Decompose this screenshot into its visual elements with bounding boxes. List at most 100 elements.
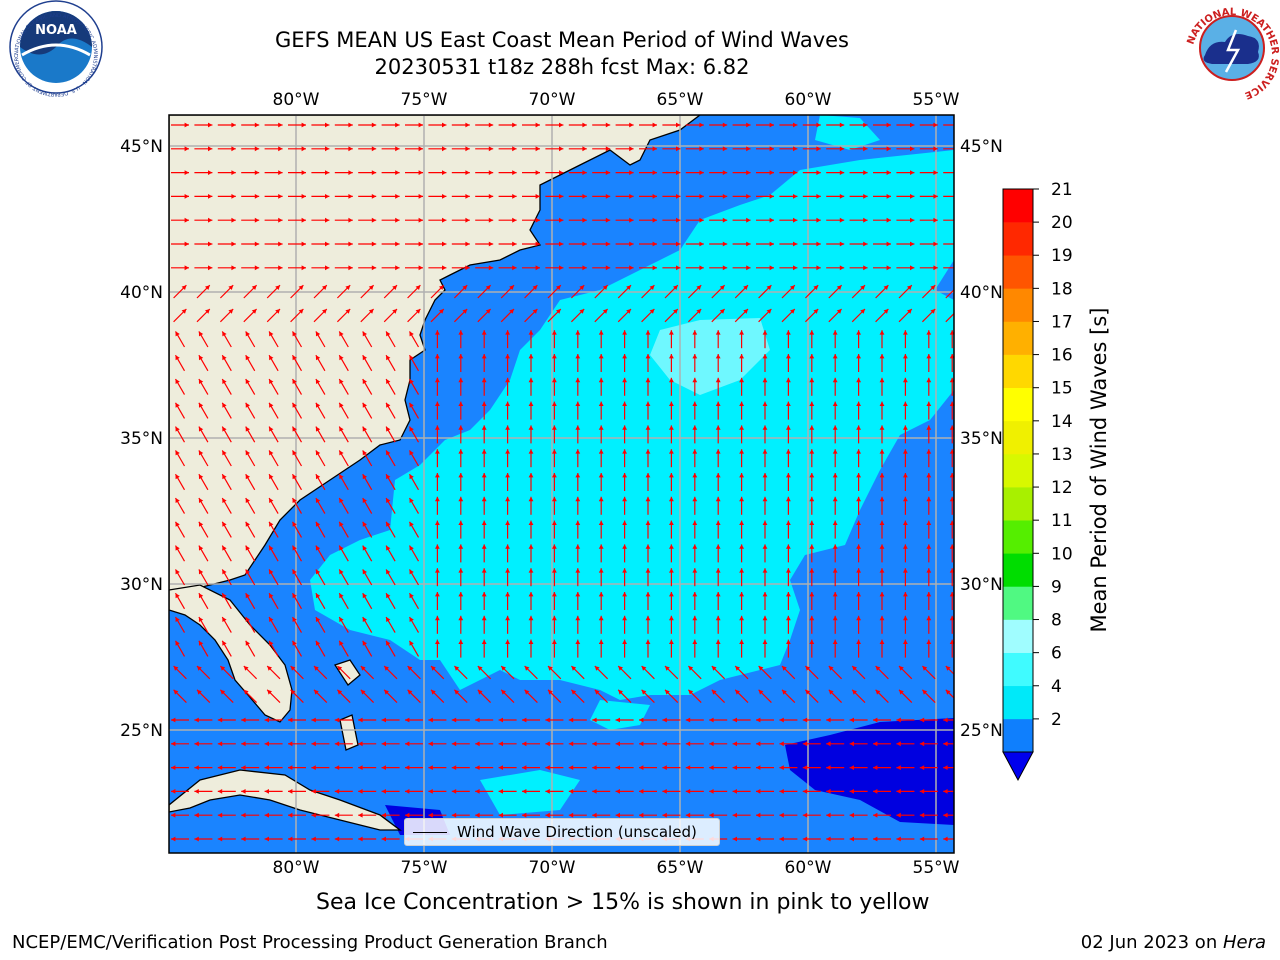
- wave-arrow-head: [395, 146, 400, 152]
- wave-arrow-head: [458, 520, 464, 525]
- wave-arrow-head: [582, 265, 587, 271]
- wave-arrow-head: [933, 265, 938, 271]
- wave-arrow-head: [809, 615, 815, 621]
- wave-arrow-head: [386, 617, 391, 622]
- colorbar-segment: [1003, 288, 1033, 322]
- wave-arrow-head: [171, 789, 176, 794]
- wave-arrow-head: [715, 592, 721, 597]
- wave-arrow-head: [522, 765, 527, 770]
- wave-arrow-head: [386, 379, 391, 384]
- lon-tick-bottom: 80°W: [273, 858, 320, 878]
- wave-arrow-head: [641, 666, 647, 671]
- wave-arrow-head: [809, 473, 815, 478]
- lat-tick-left: 35°N: [120, 429, 163, 449]
- wave-arrow-head: [358, 836, 363, 842]
- lat-tick-right: 40°N: [960, 283, 1003, 303]
- wave-arrow-head: [568, 765, 574, 770]
- wave-arrow-head: [662, 789, 667, 794]
- wave-arrow-head: [528, 377, 534, 383]
- wave-arrow-head: [175, 450, 180, 456]
- wave-arrow-head: [217, 741, 223, 747]
- wave-arrow-head: [575, 568, 581, 573]
- wave-arrow-head: [458, 330, 464, 335]
- colorbar-segment: [1003, 420, 1033, 455]
- wave-arrow-head: [699, 146, 704, 152]
- wave-arrow-head: [339, 545, 344, 551]
- wave-arrow-head: [809, 592, 815, 597]
- wave-arrow-head: [386, 640, 391, 646]
- wave-arrow-head: [477, 689, 483, 695]
- wave-arrow-head: [535, 122, 540, 128]
- wave-arrow-head: [208, 217, 213, 223]
- wave-arrow-head: [805, 666, 811, 671]
- wave-arrow-head: [409, 640, 414, 646]
- wave-arrow-head: [292, 593, 297, 599]
- wave-arrow-head: [582, 217, 587, 223]
- wave-arrow-head: [592, 765, 597, 770]
- wave-arrow-head: [442, 194, 447, 199]
- wave-arrow-head: [409, 498, 414, 503]
- wave-arrow-head: [896, 812, 901, 818]
- wave-arrow-head: [809, 639, 815, 644]
- wave-arrow-head: [251, 285, 257, 290]
- wave-arrow-head: [575, 592, 581, 597]
- wave-arrow-head: [290, 666, 296, 671]
- wave-arrow-head: [802, 836, 808, 842]
- wave-arrow-head: [715, 568, 721, 573]
- wave-arrow-head: [418, 146, 423, 152]
- wave-arrow-head: [629, 241, 634, 247]
- wave-arrow-head: [217, 765, 223, 770]
- wave-arrow-head: [222, 426, 227, 432]
- wave-arrow-head: [559, 194, 564, 199]
- lon-tick-top: 55°W: [913, 90, 960, 110]
- map-legend: Wind Wave Direction (unscaled): [404, 818, 720, 846]
- lon-tick-top: 60°W: [785, 90, 832, 110]
- wave-arrow-head: [896, 836, 901, 842]
- wave-arrow-head: [622, 425, 627, 430]
- wave-arrow-head: [605, 217, 611, 223]
- wave-arrow-head: [505, 592, 510, 597]
- wave-arrow-head: [669, 520, 674, 525]
- wave-arrow-head: [552, 568, 557, 573]
- wave-arrow-head: [409, 521, 414, 527]
- lon-tick-top: 65°W: [657, 90, 704, 110]
- wave-arrow-head: [769, 241, 774, 247]
- wave-arrow-head: [348, 170, 353, 175]
- wave-arrow-head: [194, 836, 199, 842]
- wave-arrow-head: [860, 285, 865, 290]
- lon-tick-top: 75°W: [401, 90, 448, 110]
- wave-arrow-head: [322, 309, 327, 314]
- wave-arrow-head: [762, 639, 768, 644]
- wave-arrow-head: [269, 498, 274, 503]
- wave-arrow-head: [231, 146, 236, 152]
- wave-arrow-head: [873, 836, 878, 842]
- wave-arrow-head: [301, 146, 306, 152]
- wave-arrow-head: [337, 666, 343, 671]
- wave-arrow-head: [762, 354, 768, 359]
- wave-arrow-head: [535, 146, 540, 152]
- wave-arrow-head: [362, 331, 367, 337]
- wave-arrow-head: [575, 473, 581, 478]
- wave-arrow-head: [334, 717, 340, 723]
- wave-arrow-head: [903, 401, 908, 406]
- wave-arrow-head: [552, 592, 557, 597]
- wave-arrow-head: [409, 593, 414, 599]
- wave-arrow-head: [171, 765, 176, 770]
- wave-arrow-head: [645, 592, 651, 597]
- wave-arrow-head: [528, 496, 534, 502]
- wave-arrow-head: [175, 379, 180, 384]
- wave-arrow-head: [488, 217, 494, 223]
- wave-arrow-head: [552, 330, 557, 335]
- wave-arrow-head: [568, 717, 574, 723]
- wave-arrow-head: [339, 450, 344, 456]
- wave-arrow-head: [435, 473, 440, 478]
- wave-arrow-head: [198, 593, 204, 599]
- wave-arrow-head: [926, 544, 932, 549]
- wave-arrow-head: [826, 812, 831, 818]
- wave-arrow-head: [926, 354, 932, 359]
- wave-arrow-head: [245, 474, 250, 480]
- wave-arrow-head: [288, 812, 293, 818]
- wave-arrow-head: [184, 194, 189, 199]
- wave-arrow-head: [198, 426, 204, 432]
- wave-arrow-head: [739, 568, 744, 573]
